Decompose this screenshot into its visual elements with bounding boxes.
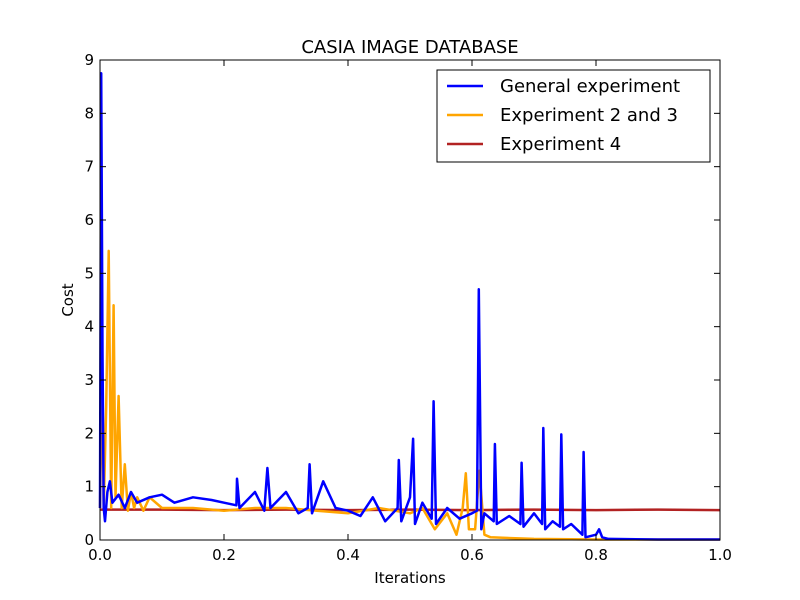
y-axis: 0 1 2 3 4 5 6 7 8 9 [84, 51, 720, 549]
plot-lines [98, 72, 721, 541]
y-tick-label: 7 [84, 158, 94, 176]
chart-title: CASIA IMAGE DATABASE [301, 37, 518, 58]
y-tick-label: 3 [84, 371, 94, 389]
y-axis-label: Cost [59, 283, 77, 316]
y-tick-label: 6 [84, 211, 94, 229]
y-tick-label: 4 [84, 318, 94, 336]
x-tick-label: 0.6 [460, 546, 484, 564]
y-tick-label: 0 [84, 531, 94, 549]
series-line-3 [100, 508, 721, 512]
y-tick-label: 8 [84, 104, 94, 122]
legend: General experiment Experiment 2 and 3 Expe… [436, 69, 711, 163]
x-axis-label: Iterations [374, 569, 446, 587]
x-axis: 0.0 0.2 0.4 0.6 0.8 1.0 [88, 60, 732, 564]
series-line-1 [98, 72, 720, 541]
x-tick-label: 1.0 [708, 546, 732, 564]
legend-label-3: Experiment 4 [500, 134, 621, 155]
y-tick-label: 1 [84, 478, 94, 496]
x-tick-label: 0.0 [88, 546, 112, 564]
y-tick-label: 9 [84, 51, 94, 69]
x-tick-label: 0.2 [212, 546, 236, 564]
legend-label-2: Experiment 2 and 3 [500, 105, 678, 126]
y-tick-label: 2 [84, 424, 94, 442]
plot-frame [99, 59, 721, 541]
y-tick-label: 5 [84, 264, 94, 282]
x-tick-label: 0.4 [336, 546, 360, 564]
legend-label-1: General experiment [500, 76, 680, 97]
x-tick-label: 0.8 [584, 546, 608, 564]
